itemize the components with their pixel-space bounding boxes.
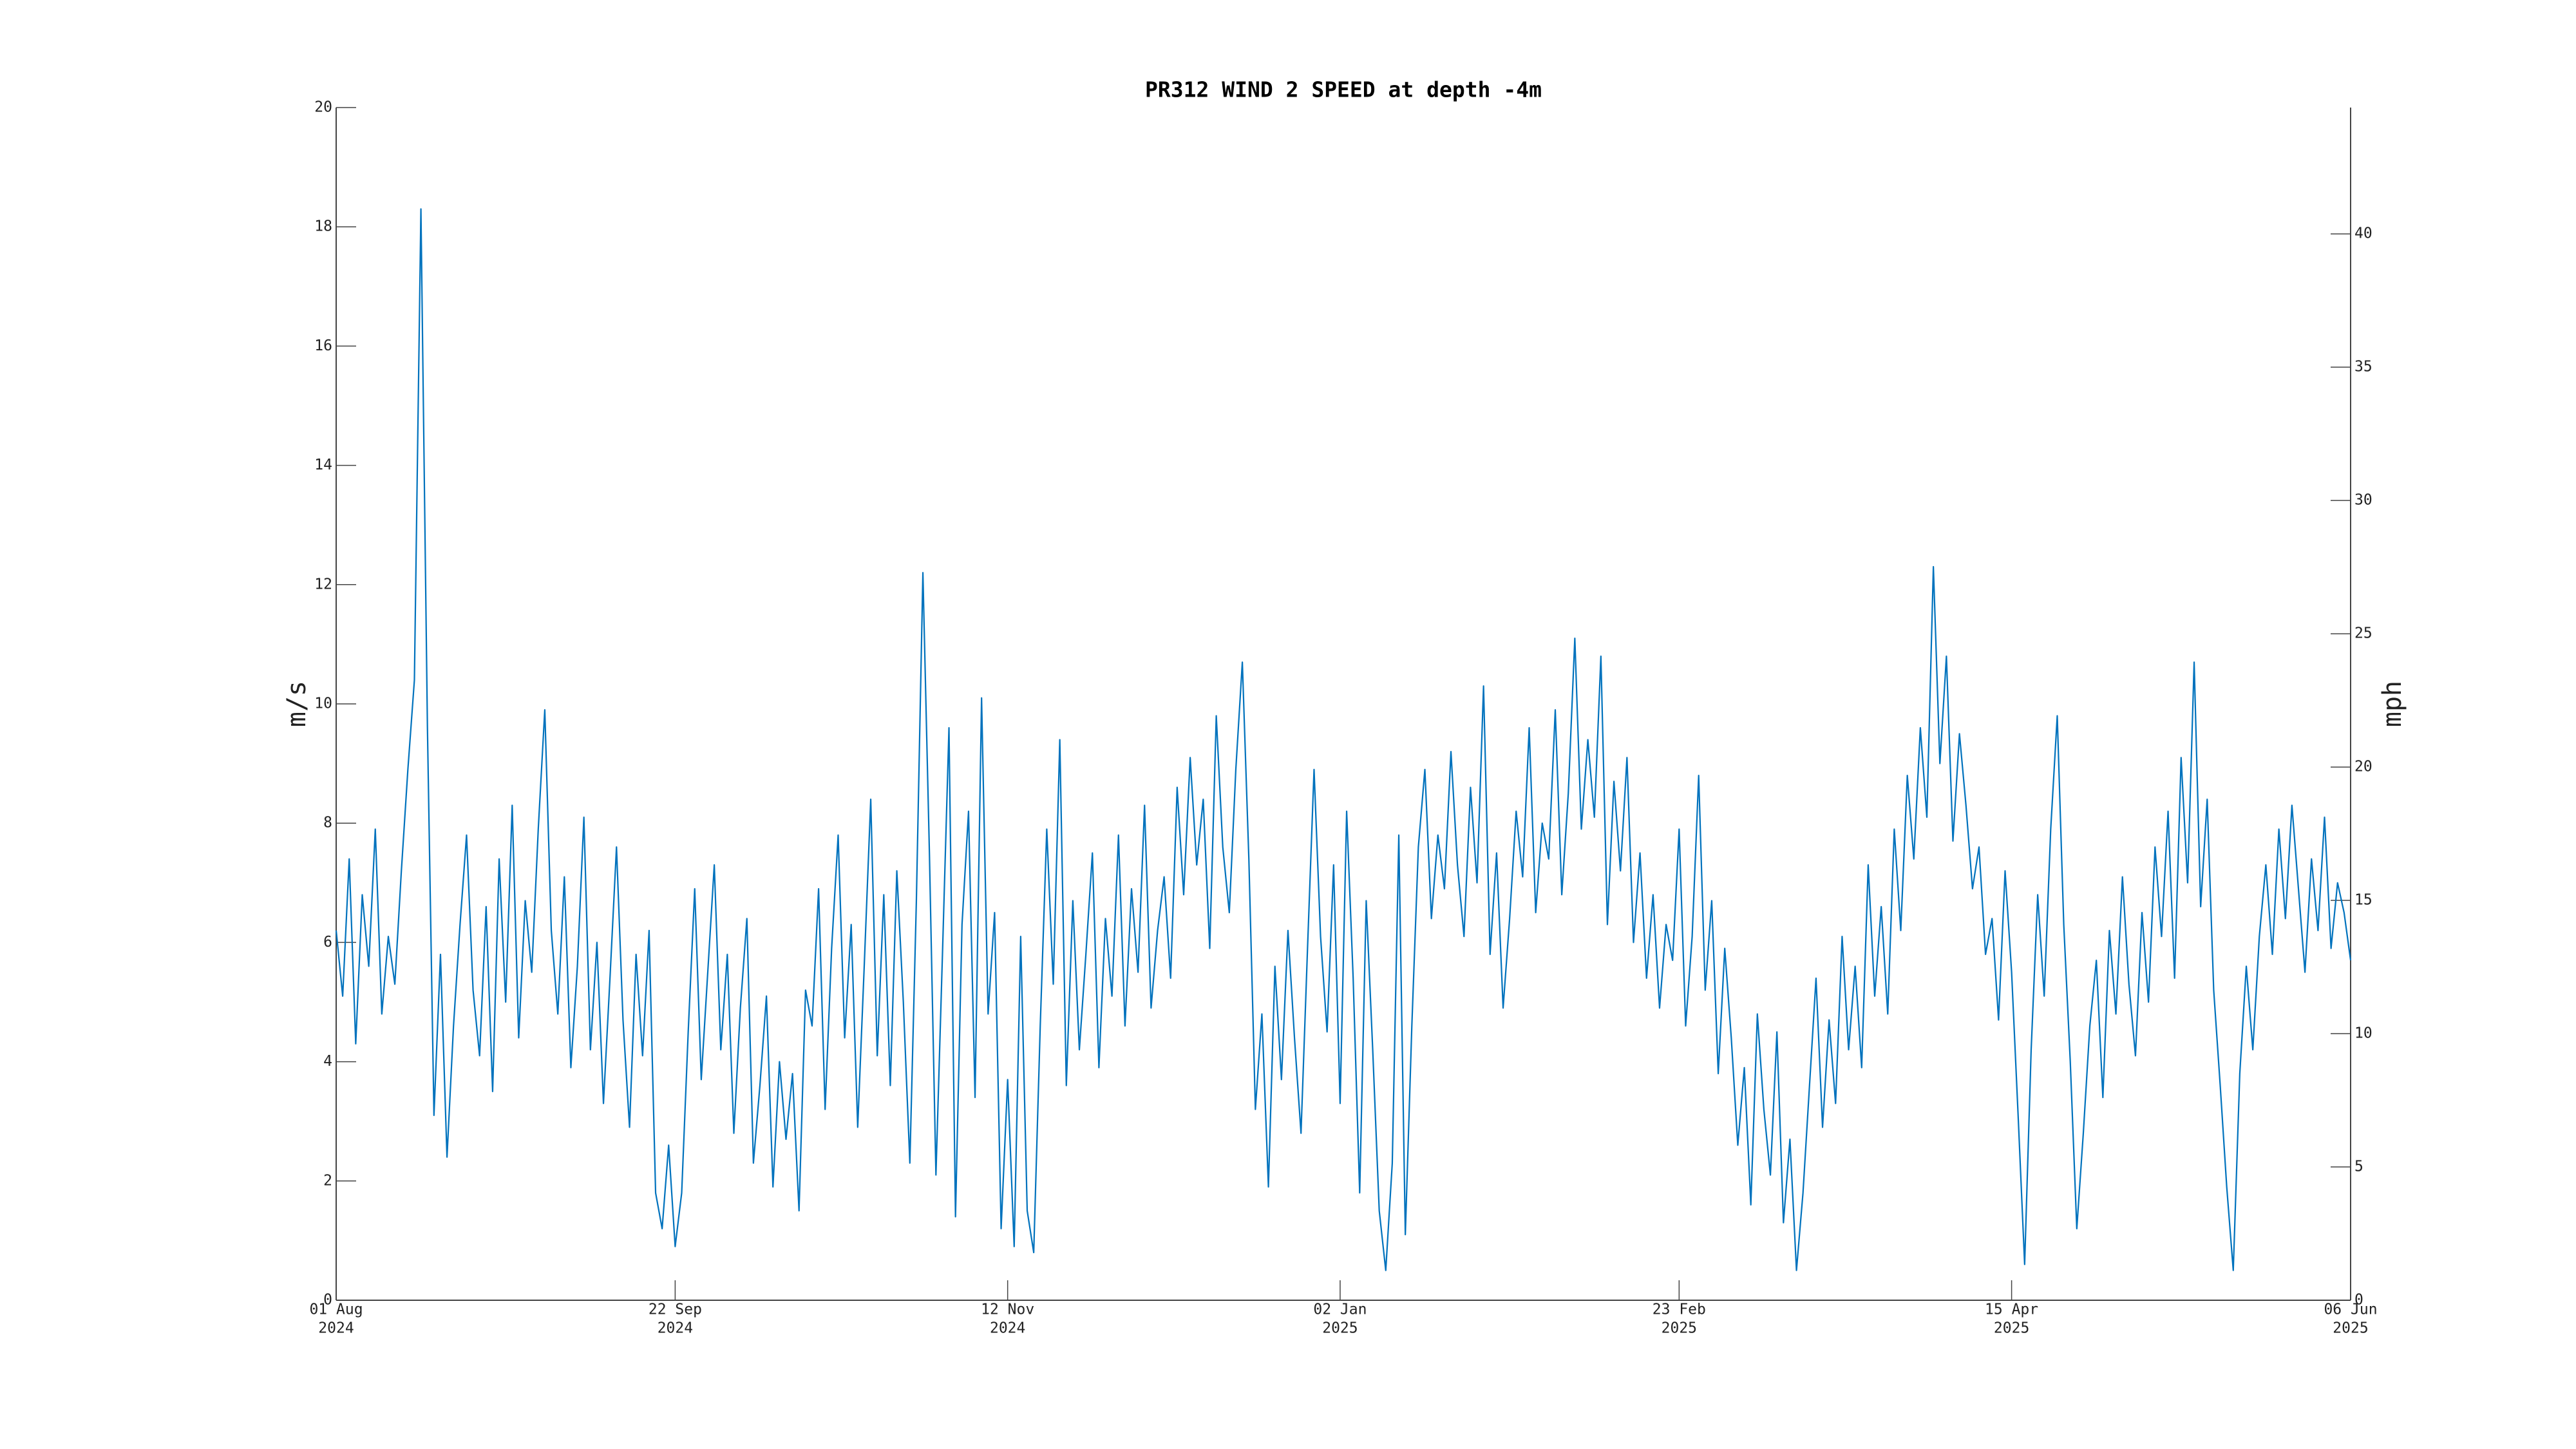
y2-tick-label: 35: [2354, 359, 2372, 375]
y-tick-label: 8: [323, 815, 332, 831]
y-tick-label: 0: [323, 1292, 332, 1309]
y-axis-label: m/s: [282, 681, 312, 727]
x-tick-label: 15 Apr: [1985, 1302, 2038, 1318]
x-tick-label: 02 Jan: [1313, 1302, 1367, 1318]
y2-tick-label: 10: [2354, 1025, 2372, 1042]
y2-tick-label: 40: [2354, 225, 2372, 242]
y-tick-label: 18: [314, 218, 332, 235]
x-tick-label: 23 Feb: [1653, 1302, 1706, 1318]
x-tick-label: 2025: [1322, 1320, 1358, 1337]
x-tick-label: 22 Sep: [649, 1302, 702, 1318]
y-tick-label: 6: [323, 934, 332, 951]
y-tick-label: 12: [314, 576, 332, 592]
y2-tick-label: 15: [2354, 892, 2372, 909]
x-tick-label: 2025: [1994, 1320, 2029, 1337]
data-line: [335, 208, 2352, 1271]
x-tick-label: 01 Aug: [309, 1302, 363, 1318]
y-tick-label: 20: [314, 99, 332, 116]
x-tick-label: 2025: [1662, 1320, 1697, 1337]
x-tick-label: 12 Nov: [981, 1302, 1034, 1318]
x-tick-label: 2025: [2333, 1320, 2368, 1337]
y2-tick-label: 20: [2354, 759, 2372, 775]
y-tick-label: 2: [323, 1172, 332, 1189]
x-tick-label: 2024: [658, 1320, 693, 1337]
x-tick-label: 2024: [990, 1320, 1025, 1337]
x-tick-label: 2024: [318, 1320, 354, 1337]
y2-axis-label: mph: [2378, 681, 2407, 727]
y-tick-label: 4: [323, 1053, 332, 1070]
y-tick-label: 14: [314, 457, 332, 473]
x-tick-label: 06 Jun: [2324, 1302, 2377, 1318]
y2-tick-label: 25: [2354, 625, 2372, 642]
y-tick-label: 16: [314, 337, 332, 354]
y2-tick-label: 5: [2354, 1159, 2363, 1175]
y2-tick-label: 30: [2354, 492, 2372, 509]
y-tick-label: 10: [314, 696, 332, 712]
y2-tick-label: 0: [2354, 1292, 2363, 1309]
chart-title: PR312 WIND 2 SPEED at depth -4m: [1145, 77, 1542, 102]
